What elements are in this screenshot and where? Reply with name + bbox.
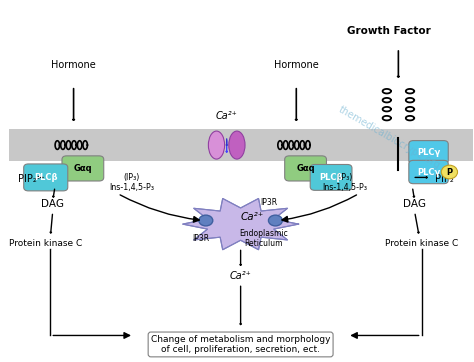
FancyBboxPatch shape: [409, 160, 448, 184]
Text: P: P: [447, 168, 453, 177]
Ellipse shape: [268, 215, 283, 226]
Text: Ca²⁺: Ca²⁺: [216, 111, 237, 121]
Ellipse shape: [441, 165, 457, 179]
Text: (IP₃)
Ins-1,4,5-P₃: (IP₃) Ins-1,4,5-P₃: [109, 173, 154, 193]
FancyBboxPatch shape: [9, 129, 473, 161]
FancyBboxPatch shape: [62, 156, 104, 181]
Text: PLCγ: PLCγ: [417, 168, 440, 177]
Text: themedicalbiocrype.org: themedicalbiocrype.org: [337, 105, 442, 171]
Text: PLCβ: PLCβ: [319, 173, 343, 182]
Text: Gαq: Gαq: [296, 164, 315, 173]
Text: PIP₂: PIP₂: [436, 174, 454, 184]
Text: (IP₃)
Ins-1,4,5-P₃: (IP₃) Ins-1,4,5-P₃: [322, 173, 367, 193]
Text: DAG: DAG: [403, 199, 426, 209]
Text: IP3R: IP3R: [192, 234, 210, 243]
Polygon shape: [182, 198, 299, 250]
Text: Endoplasmic
Reticulum: Endoplasmic Reticulum: [239, 229, 288, 248]
FancyBboxPatch shape: [285, 156, 327, 181]
Text: Protein kinase C: Protein kinase C: [385, 239, 458, 248]
Text: IP3R: IP3R: [260, 198, 277, 207]
Text: Growth Factor: Growth Factor: [347, 25, 431, 35]
Text: Gαq: Gαq: [73, 164, 92, 173]
Text: Change of metabolism and morphology
of cell, proliferation, secretion, ect.: Change of metabolism and morphology of c…: [151, 335, 330, 354]
Text: DAG: DAG: [41, 199, 64, 209]
Text: Hormone: Hormone: [274, 60, 319, 70]
FancyBboxPatch shape: [409, 140, 448, 164]
Ellipse shape: [209, 131, 225, 159]
FancyBboxPatch shape: [310, 164, 352, 190]
Text: Protein kinase C: Protein kinase C: [9, 239, 82, 248]
Text: Ca²⁺: Ca²⁺: [230, 271, 252, 281]
Text: Hormone: Hormone: [51, 60, 96, 70]
Ellipse shape: [229, 131, 245, 159]
Text: PIP₂: PIP₂: [18, 174, 36, 184]
FancyBboxPatch shape: [24, 164, 68, 191]
Text: PLCγ: PLCγ: [417, 148, 440, 157]
Text: Ca²⁺: Ca²⁺: [241, 212, 264, 222]
Ellipse shape: [199, 215, 213, 226]
Text: PLCβ: PLCβ: [34, 173, 57, 182]
